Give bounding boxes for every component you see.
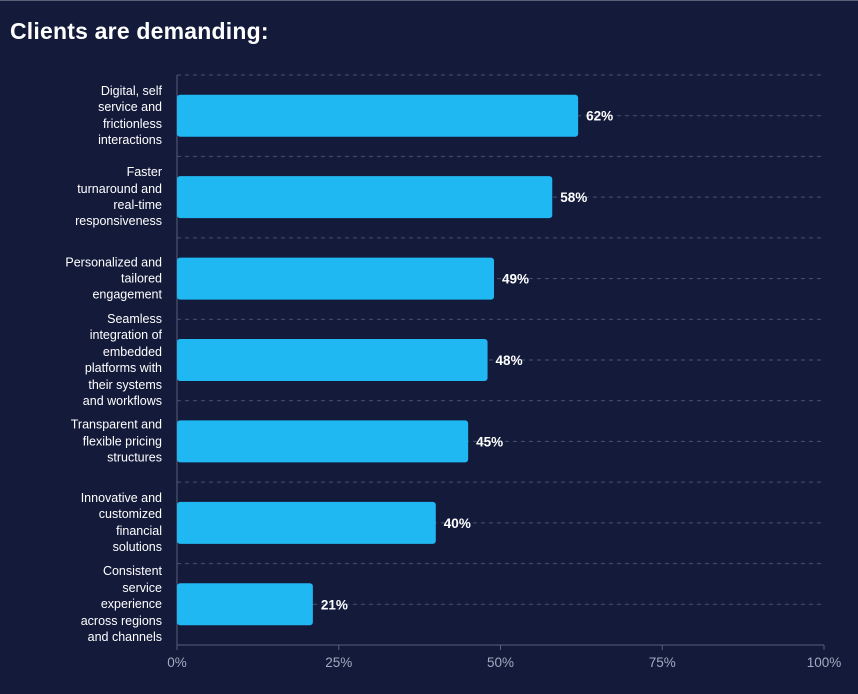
bar xyxy=(177,501,436,544)
category-label: Faster turnaround and real-time responsiven… xyxy=(22,164,162,230)
x-tick-label: 0% xyxy=(167,655,187,670)
category-label: Personalized and tailored engagement xyxy=(22,254,162,303)
category-label-line: interactions xyxy=(98,133,162,148)
category-label-line: Innovative and xyxy=(80,491,162,506)
category-label-line: their systems xyxy=(88,377,162,392)
category-label-line: Seamless xyxy=(107,311,162,326)
category-label-line: Digital, self xyxy=(100,83,162,98)
category-label-line: real-time xyxy=(113,198,162,213)
category-label-line: and channels xyxy=(87,629,162,644)
bar-value-label: 48% xyxy=(496,353,523,368)
x-tick-label: 75% xyxy=(649,655,676,670)
category-label-line: embedded xyxy=(102,344,162,359)
bar-value-label: 21% xyxy=(321,597,348,612)
category-label-line: Faster xyxy=(126,165,162,180)
category-label-line: experience xyxy=(100,597,162,612)
x-tick-label: 50% xyxy=(487,655,514,670)
category-label-line: financial xyxy=(116,523,162,538)
category-label-line: engagement xyxy=(92,287,162,302)
category-label: Transparent and flexible pricing structure… xyxy=(22,417,162,466)
category-label-line: tailored xyxy=(121,271,162,286)
top-divider xyxy=(0,0,858,1)
x-tick-label: 100% xyxy=(807,655,842,670)
category-label-line: flexible pricing xyxy=(82,434,162,449)
bar xyxy=(177,420,469,463)
category-label-line: Consistent xyxy=(102,564,162,579)
category-label-line: structures xyxy=(107,450,162,465)
bar-value-label: 58% xyxy=(560,190,587,205)
bar-value-label: 45% xyxy=(476,434,503,449)
bar-value-label: 49% xyxy=(502,272,529,287)
category-label-line: solutions xyxy=(112,540,162,555)
category-label-line: across regions xyxy=(80,613,162,628)
category-label-line: turnaround and xyxy=(77,181,162,196)
category-label-line: service xyxy=(122,580,162,595)
category-label-line: responsiveness xyxy=(75,214,162,229)
bar xyxy=(177,583,313,626)
chart-title: Clients are demanding: xyxy=(10,18,269,44)
category-label-line: Transparent and xyxy=(70,417,162,432)
category-label-line: and workflows xyxy=(82,393,162,408)
bar xyxy=(177,257,495,300)
bar-value-label: 62% xyxy=(586,109,613,124)
bar xyxy=(177,176,553,219)
bar xyxy=(177,339,488,381)
category-label-line: platforms with xyxy=(84,361,162,375)
bar-value-label: 40% xyxy=(444,516,471,531)
category-label-line: service and xyxy=(98,100,162,115)
category-label: Consistent service experience across region… xyxy=(22,563,162,645)
category-label: Seamless integration of embedded platforms … xyxy=(22,311,162,409)
bar xyxy=(177,94,579,137)
x-tick-label: 25% xyxy=(325,655,352,670)
category-label-line: integration of xyxy=(89,328,162,343)
category-label-line: customized xyxy=(98,507,162,522)
category-label: Digital, self service and frictionless inte… xyxy=(22,83,162,149)
category-label-line: Personalized and xyxy=(65,254,162,269)
category-label: Innovative and customized financial solutio… xyxy=(22,490,162,556)
category-label-line: frictionless xyxy=(102,116,162,131)
